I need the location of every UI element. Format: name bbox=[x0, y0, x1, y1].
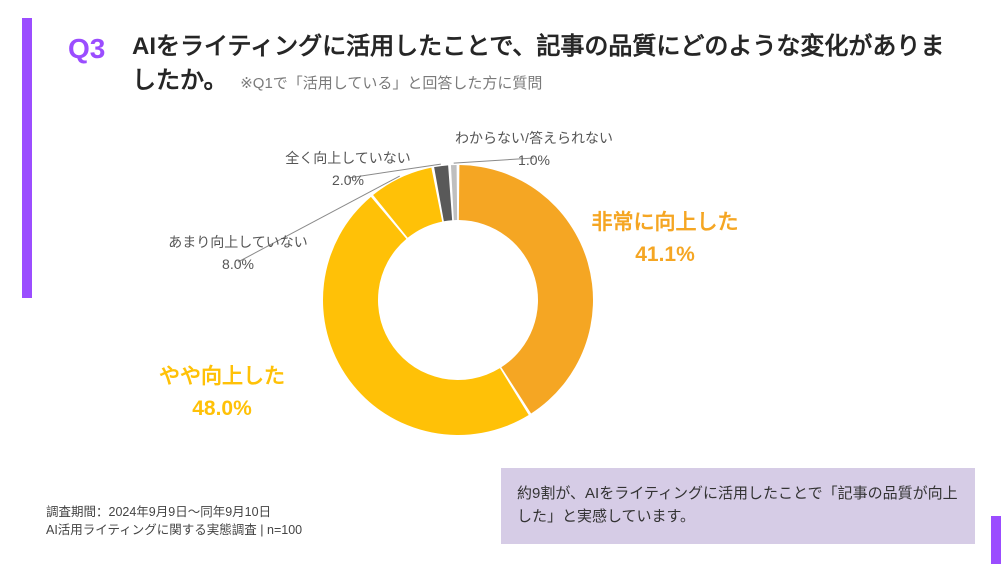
segment-label-name: 非常に向上した bbox=[592, 208, 739, 238]
footer-line-1: 調査期間：2024年9月9日〜同年9月10日 bbox=[46, 503, 302, 522]
footer-meta: 調査期間：2024年9月9日〜同年9月10日 AI活用ライティングに関する実態調… bbox=[46, 503, 302, 541]
segment-label-pct: 1.0% bbox=[455, 150, 613, 170]
segment-label-name: わからない/答えられない bbox=[455, 128, 613, 148]
donut-segment-dont_know bbox=[451, 165, 457, 220]
donut-segment-very_improved bbox=[459, 165, 593, 413]
donut-segment-somewhat_improved bbox=[323, 197, 529, 435]
segment-label-name: 全く向上していない bbox=[285, 148, 411, 168]
segment-label-very_improved: 非常に向上した41.1% bbox=[592, 208, 739, 271]
segment-label-pct: 2.0% bbox=[285, 170, 411, 190]
summary-text: 約9割が、AIをライティングに活用したことで「記事の品質が向上した」と実感してい… bbox=[517, 485, 958, 525]
segment-label-pct: 8.0% bbox=[168, 254, 308, 274]
segment-label-dont_know: わからない/答えられない1.0% bbox=[455, 128, 613, 171]
segment-label-somewhat_improved: やや向上した48.0% bbox=[159, 362, 285, 425]
segment-label-pct: 48.0% bbox=[159, 394, 285, 424]
slide: Q3 AIをライティングに活用したことで、記事の品質にどのような変化がありました… bbox=[0, 0, 1001, 564]
segment-label-pct: 41.1% bbox=[592, 240, 739, 270]
segment-label-not_much: あまり向上していない8.0% bbox=[168, 232, 308, 275]
segment-label-name: あまり向上していない bbox=[168, 232, 308, 252]
summary-box: 約9割が、AIをライティングに活用したことで「記事の品質が向上した」と実感してい… bbox=[501, 468, 975, 545]
segment-label-name: やや向上した bbox=[159, 362, 285, 392]
segment-label-not_at_all: 全く向上していない2.0% bbox=[285, 148, 411, 191]
footer-line-2: AI活用ライティングに関する実態調査 | n=100 bbox=[46, 521, 302, 540]
